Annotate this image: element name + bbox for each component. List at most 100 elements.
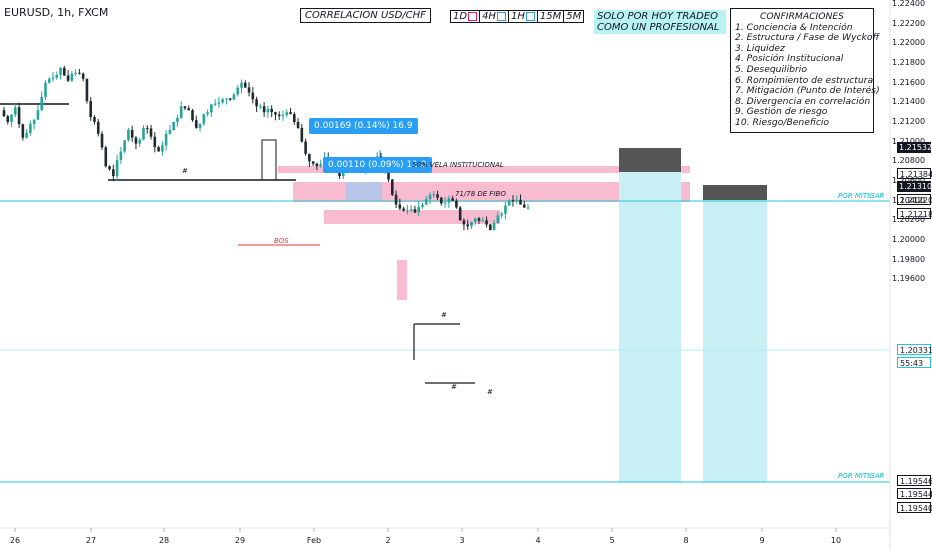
candle-body — [240, 83, 243, 88]
candle-body — [432, 194, 435, 195]
candle-body — [59, 68, 62, 75]
candle-body — [248, 87, 251, 92]
tf-1h-label: 1H — [511, 11, 525, 22]
candle-body — [195, 120, 198, 128]
candle-body — [481, 220, 484, 221]
candle-body — [191, 110, 194, 120]
tf-1h[interactable]: 1H — [508, 10, 538, 23]
candle-body — [120, 151, 123, 160]
y-tick-label: 1.22400 — [892, 0, 925, 8]
candle-body — [399, 205, 402, 209]
candle-body — [252, 92, 255, 99]
tf-5m-label: 5M — [566, 11, 581, 22]
candle-body — [440, 198, 443, 204]
candle-body — [519, 200, 522, 205]
mitigar-label-top: POR MITIGAR — [838, 192, 884, 200]
candle-body — [297, 122, 300, 128]
price-tag: 1.19546 — [897, 475, 931, 486]
candle-body — [470, 222, 473, 226]
candle-body — [410, 209, 413, 210]
tf-1d[interactable]: 1D — [450, 10, 480, 23]
hash-mark: # — [182, 167, 188, 175]
candle-body — [255, 99, 258, 106]
tf-5m[interactable]: 5M — [563, 10, 584, 23]
measure-label-top[interactable]: 0.00169 (0.14%) 16.9 — [309, 118, 418, 134]
candle-body — [474, 218, 477, 222]
x-tick-label: 4 — [535, 536, 540, 545]
candle-body — [493, 223, 496, 230]
y-tick-label: 1.20400 — [892, 196, 925, 205]
candle-body — [142, 128, 145, 140]
candle-body — [391, 179, 394, 194]
timeframe-selector[interactable]: 1D 4H 1H 15M 5M — [450, 10, 583, 23]
tf-1d-label: 1D — [453, 11, 467, 22]
y-tick-label: 1.21000 — [892, 137, 925, 146]
candle-body — [406, 210, 409, 211]
candle-body — [229, 98, 232, 99]
hash-mark: # — [451, 383, 457, 391]
candle-body — [236, 88, 239, 95]
candle-body — [289, 112, 292, 114]
countdown-tag: 55:43 — [897, 357, 931, 368]
candle-body — [74, 73, 77, 74]
fibo-note: 71/78 DE FIBO — [455, 190, 506, 198]
x-tick-label: Feb — [307, 536, 321, 545]
candle-body — [67, 75, 70, 80]
y-tick-label: 1.20800 — [892, 156, 925, 165]
candle-body — [29, 124, 32, 133]
candle-body — [154, 137, 157, 147]
candle-body — [3, 110, 6, 116]
candle-body — [150, 128, 153, 136]
candle-body — [82, 74, 85, 79]
candle-body — [463, 220, 466, 224]
candle-body — [485, 220, 488, 224]
candle-body — [55, 75, 58, 78]
candle-body — [259, 106, 262, 107]
candle-body — [104, 147, 107, 166]
candle-body — [402, 209, 405, 211]
candle-body — [508, 200, 511, 205]
candle-body — [135, 138, 138, 144]
tf-15m[interactable]: 15M — [537, 10, 564, 23]
candle-body — [169, 130, 172, 134]
y-tick-label: 1.19800 — [892, 255, 925, 264]
candle-body — [489, 225, 492, 231]
y-tick-label: 1.19600 — [892, 274, 925, 283]
y-tick-label: 1.20600 — [892, 176, 925, 185]
candle-body — [165, 134, 168, 146]
candle-body — [414, 209, 417, 212]
candle-body — [78, 73, 81, 74]
candle-body — [436, 194, 439, 197]
confirmations-box: CONFIRMACIONES 1. Conciencia & Intención… — [730, 8, 874, 133]
correlation-title: CORRELACION USD/CHF — [300, 8, 431, 23]
target-zone-2 — [703, 200, 767, 482]
candle-body — [25, 133, 28, 138]
candle-body — [157, 147, 160, 151]
chart-icon — [526, 12, 535, 21]
candle-body — [40, 97, 43, 110]
candle-body — [233, 94, 236, 99]
candle-body — [304, 142, 307, 154]
candle-body — [319, 164, 322, 166]
candle-body — [6, 116, 9, 122]
current-price-tag: 1.20331 — [897, 344, 931, 355]
candle-body — [108, 166, 111, 169]
candle-body — [417, 207, 420, 213]
candle-body — [10, 115, 13, 122]
candle-body — [455, 201, 458, 208]
y-tick-label: 1.22000 — [892, 38, 925, 47]
candle-body — [86, 79, 89, 101]
candle-body — [218, 102, 221, 103]
candle-body — [451, 198, 454, 200]
candle-body — [161, 145, 164, 151]
tf-4h-label: 4H — [482, 11, 496, 22]
candle-body — [267, 109, 270, 112]
candle-body — [221, 99, 224, 102]
candle-body — [293, 114, 296, 122]
candle-body — [123, 140, 126, 151]
candle-body — [97, 122, 100, 134]
tf-4h[interactable]: 4H — [479, 10, 509, 23]
candle-body — [146, 128, 149, 129]
candle-body — [71, 74, 74, 81]
chart-icon — [468, 12, 477, 21]
